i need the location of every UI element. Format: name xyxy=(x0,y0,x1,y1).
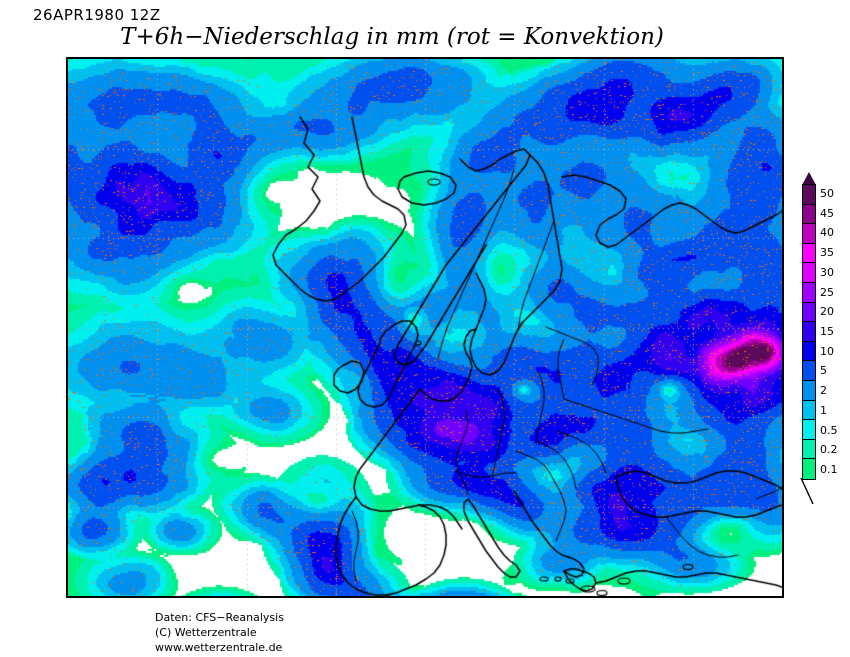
page-title: T+6h−Niederschlag in mm (rot = Konvektio… xyxy=(120,24,664,50)
colorbar-tick-label: 35 xyxy=(820,246,834,260)
colorbar-tick-label: 2 xyxy=(820,384,827,398)
precipitation-field-canvas xyxy=(68,59,782,596)
colorbar-tick-label: 5 xyxy=(820,364,827,378)
credits-copyright: (C) Wetterzentrale xyxy=(155,626,257,639)
credits-block: Daten: CFS−Reanalysis (C) Wetterzentrale… xyxy=(155,610,284,655)
colorbar-segment xyxy=(803,204,815,225)
colorbar-segment xyxy=(803,361,815,381)
colorbar-tick-label: 25 xyxy=(820,285,834,299)
colorbar xyxy=(802,184,816,480)
credits-data-source: Daten: CFS−Reanalysis xyxy=(155,611,284,624)
colorbar-tick-label: 10 xyxy=(820,344,834,358)
colorbar-tick-label: 30 xyxy=(820,265,834,279)
colorbar-segment xyxy=(803,282,815,303)
colorbar-tick-label: 1 xyxy=(820,403,827,417)
colorbar-tick-labels: 50 45 40 35 30 25 20 15 10 5 2 1 0.5 0.2 0.1 xyxy=(820,184,850,484)
colorbar-segment xyxy=(803,263,815,283)
colorbar-segment xyxy=(803,341,815,362)
colorbar-segment xyxy=(803,322,815,342)
colorbar-tick-label: 40 xyxy=(820,226,834,240)
colorbar-tick-label: 15 xyxy=(820,325,834,338)
colorbar-segment xyxy=(803,439,815,460)
colorbar-tail-line xyxy=(800,478,814,504)
colorbar-tick-label: 0.1 xyxy=(820,463,838,477)
colorbar-segment xyxy=(803,420,815,440)
colorbar-segment xyxy=(803,400,815,421)
colorbar-segment xyxy=(803,224,815,244)
colorbar-tick-label: 0.5 xyxy=(820,423,838,437)
colorbar-tick-label: 0.2 xyxy=(820,443,838,457)
colorbar-tick-label: 50 xyxy=(820,186,834,200)
colorbar-overflow-arrow xyxy=(802,172,816,185)
colorbar-segment xyxy=(803,302,815,323)
colorbar-segment xyxy=(803,243,815,264)
colorbar-tick-label: 45 xyxy=(820,206,834,220)
colorbar-tick-label: 20 xyxy=(820,305,834,319)
credits-website: www.wetterzentrale.de xyxy=(155,641,283,654)
colorbar-segment xyxy=(803,380,815,401)
colorbar-segment xyxy=(803,459,815,479)
date-label: 26APR1980 12Z xyxy=(33,6,161,24)
colorbar-segment xyxy=(803,185,815,205)
precipitation-map xyxy=(66,57,784,598)
